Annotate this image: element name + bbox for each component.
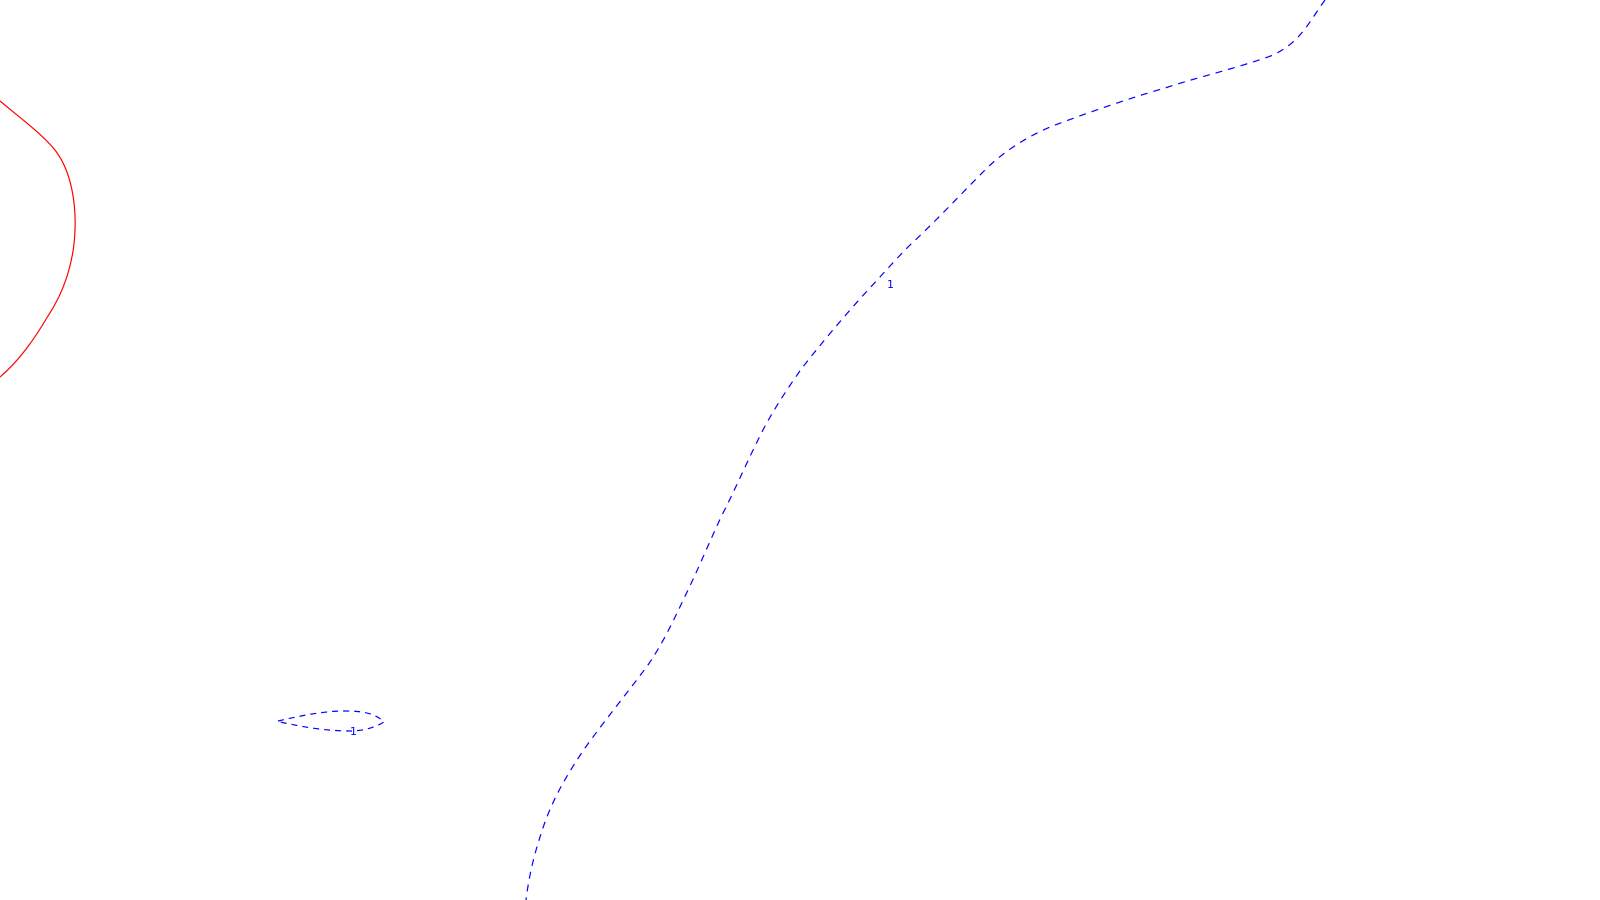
dashed-contour-loop (276, 710, 385, 732)
solid-contour-line (0, 100, 76, 378)
dashed-contour-line (525, 0, 1326, 900)
contour-label: 1 (887, 278, 894, 291)
contour-label: 1 (350, 725, 357, 738)
